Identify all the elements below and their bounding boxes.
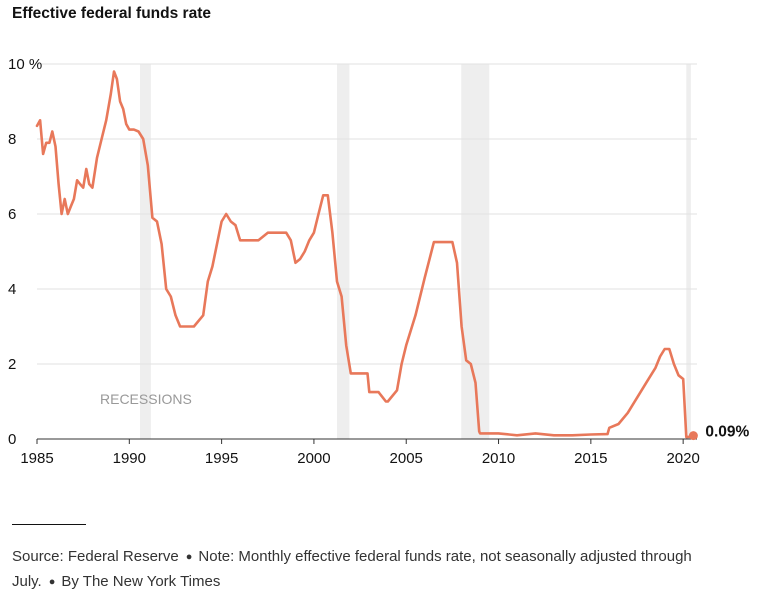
x-tick-label: 2015 — [574, 450, 607, 467]
recession-band — [140, 64, 151, 439]
y-tick-label: 4 — [8, 281, 16, 298]
recession-band — [686, 64, 691, 439]
x-tick-label: 2020 — [666, 450, 699, 467]
x-axis: 1985 1990 1995 2000 2005 2010 2015 2020 — [20, 438, 700, 467]
y-tick-labels: 0 2 4 6 8 10 % — [8, 56, 42, 448]
bullet-icon: ● — [185, 551, 193, 563]
methodology-note: Note: Monthly effective federal funds ra… — [12, 548, 692, 590]
footer-divider — [12, 524, 86, 525]
latest-value-dot — [688, 431, 698, 441]
recession-band — [337, 64, 350, 439]
y-tick-label: 0 — [8, 431, 16, 448]
recession-bands — [140, 64, 691, 439]
latest-value-label: 0.09% — [705, 424, 749, 441]
x-tick-label: 1990 — [113, 450, 146, 467]
bullet-icon: ● — [48, 576, 56, 588]
source-note: Source: Federal Reserve — [12, 548, 179, 565]
y-tick-label: 6 — [8, 206, 16, 223]
x-tick-label: 2005 — [390, 450, 423, 467]
rate-series-line — [35, 70, 694, 439]
chart-footer: Source: Federal Reserve ● Note: Monthly ef… — [12, 545, 757, 595]
y-tick-label: 2 — [8, 356, 16, 373]
recession-band — [461, 64, 490, 439]
credit-note: By The New York Times — [61, 573, 221, 590]
chart-title: Effective federal funds rate — [12, 5, 211, 22]
x-tick-label: 1985 — [20, 450, 53, 467]
recessions-label: RECESSIONS — [100, 391, 192, 407]
x-tick-label: 1995 — [205, 450, 238, 467]
x-tick-label: 2000 — [297, 450, 330, 467]
y-tick-label: 8 — [8, 131, 16, 148]
y-gridlines — [37, 63, 697, 365]
y-tick-label: 10 % — [8, 56, 42, 73]
fed-funds-chart: RECESSIONS 0 2 4 6 8 10 % 1985 1990 1995 2000 200… — [8, 56, 750, 467]
x-tick-label: 2010 — [482, 450, 515, 467]
